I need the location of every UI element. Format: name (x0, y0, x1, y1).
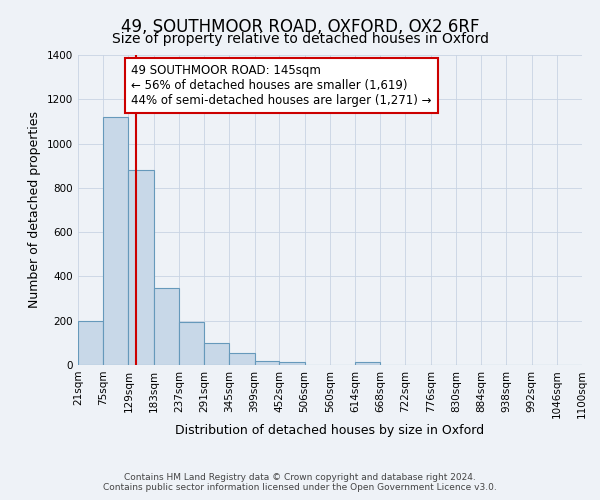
Bar (204, 343, 229, 365)
Bar (355, 362, 380, 365)
Bar (103, 117, 128, 365)
Bar (280, 362, 305, 365)
Bar (78, 320, 103, 365)
Text: 49, SOUTHMOOR ROAD, OXFORD, OX2 6RF: 49, SOUTHMOOR ROAD, OXFORD, OX2 6RF (121, 18, 479, 36)
Text: Contains HM Land Registry data © Crown copyright and database right 2024.
Contai: Contains HM Land Registry data © Crown c… (103, 473, 497, 492)
Bar (229, 353, 254, 365)
Bar (128, 170, 154, 365)
Text: Size of property relative to detached houses in Oxford: Size of property relative to detached ho… (112, 32, 488, 46)
Bar (179, 322, 204, 365)
Y-axis label: Number of detached properties: Number of detached properties (28, 112, 41, 308)
Text: 49 SOUTHMOOR ROAD: 145sqm
← 56% of detached houses are smaller (1,619)
44% of se: 49 SOUTHMOOR ROAD: 145sqm ← 56% of detac… (131, 64, 432, 107)
X-axis label: Distribution of detached houses by size in Oxford: Distribution of detached houses by size … (175, 424, 485, 437)
Bar (154, 288, 179, 365)
Bar (254, 360, 280, 365)
